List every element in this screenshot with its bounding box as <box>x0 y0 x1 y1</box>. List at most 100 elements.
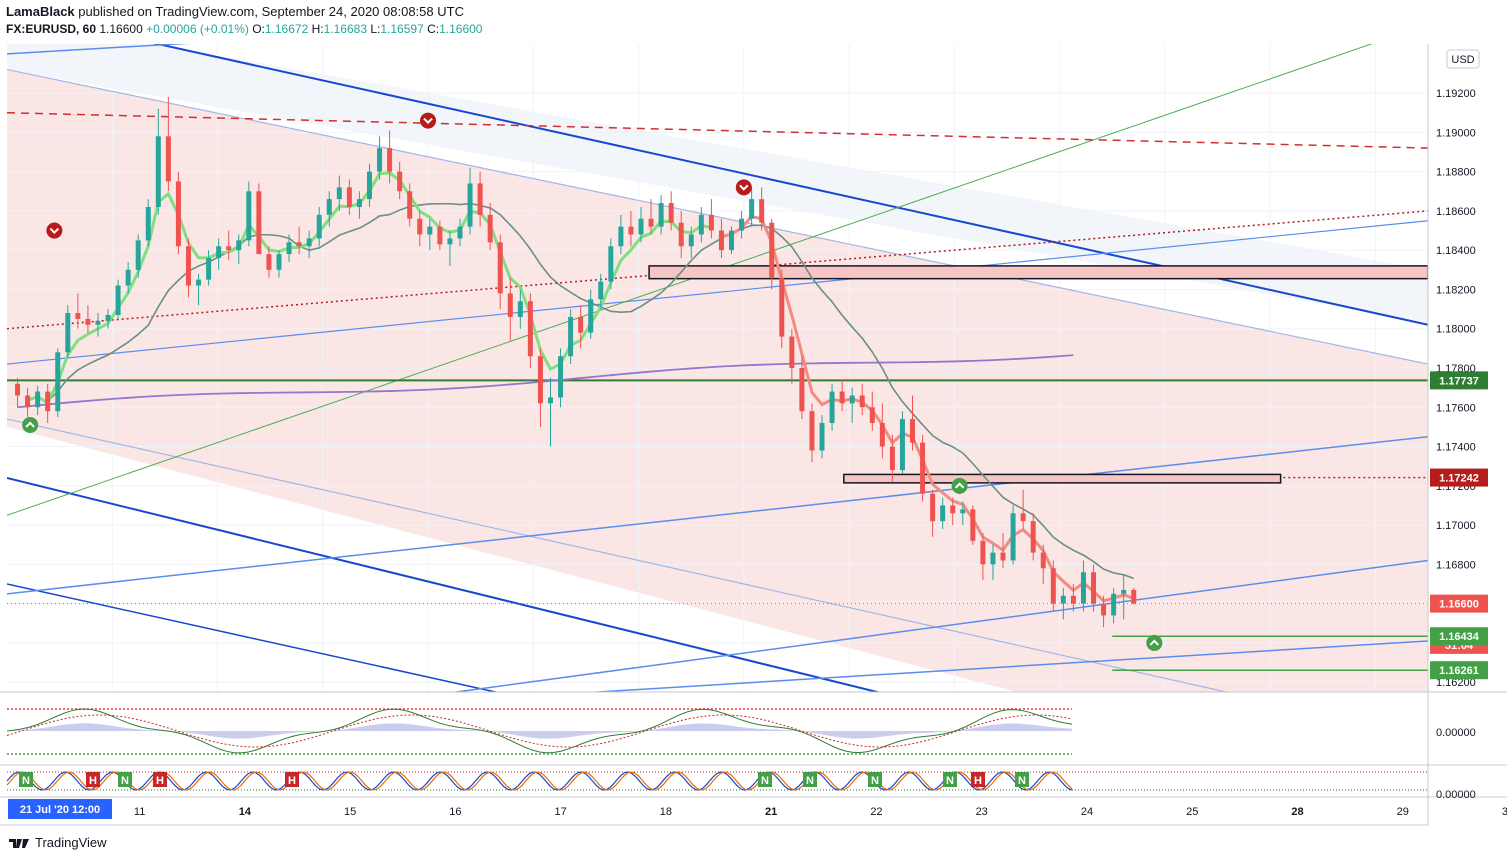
osc1-axis-label: 0.00000 <box>1436 727 1476 739</box>
time-tick-16: 16 <box>449 806 461 818</box>
price-tag-1 <box>1430 468 1488 487</box>
time-tick-22: 22 <box>870 806 882 818</box>
publish-info: LamaBlack published on TradingView.com, … <box>6 4 464 19</box>
low-label: L: <box>370 22 381 36</box>
candle-body-47 <box>487 214 493 243</box>
time-tick-17: 17 <box>555 806 567 818</box>
stoch-marker-4 <box>285 772 299 787</box>
stoch-marker-3 <box>153 772 167 787</box>
candle-body-58 <box>598 281 604 300</box>
price-tick-3: 1.18600 <box>1436 206 1476 218</box>
time-tick-24: 24 <box>1081 806 1093 818</box>
candle-body-69 <box>708 214 714 231</box>
price-tick-2: 1.18800 <box>1436 167 1476 179</box>
candle-body-21 <box>226 246 232 251</box>
candle-body-93 <box>950 505 956 514</box>
candle-body-32 <box>336 187 342 200</box>
last-price: 1.16600 <box>99 22 143 36</box>
tradingview-logo-icon <box>9 839 29 848</box>
candle-body-10 <box>115 285 121 315</box>
stoch-marker-10 <box>1015 772 1029 787</box>
candle-body-18 <box>196 279 202 286</box>
candle-body-98 <box>1000 552 1006 561</box>
stoch-marker-label-3: H <box>156 775 164 787</box>
candle-body-19 <box>206 258 212 280</box>
candle-body-111 <box>1131 589 1137 604</box>
pivot-arrow-0 <box>49 227 60 234</box>
time-tick-15: 15 <box>344 806 356 818</box>
candle-body-64 <box>658 203 664 227</box>
oscillator-pane-1 <box>6 708 1073 755</box>
candle-body-86 <box>879 422 885 447</box>
trend-line-lower <box>7 476 882 692</box>
stoch-marker-label-2: N <box>121 775 129 787</box>
candle-body-37 <box>387 148 393 172</box>
candle-body-26 <box>276 254 282 270</box>
time-tick-21: 21 <box>765 806 777 818</box>
supply-zone-upper <box>648 265 1428 280</box>
pivot-marker-up-3 <box>22 416 39 433</box>
stoch-marker-7 <box>868 772 882 787</box>
candle-body-56 <box>578 316 584 333</box>
pivot-marker-down-1 <box>420 112 437 129</box>
candle-body-107 <box>1091 572 1097 604</box>
channel-rising-mid <box>7 220 1428 365</box>
candle-body-54 <box>558 356 564 398</box>
price-tag-label-2: 1.16600 <box>1439 599 1479 611</box>
candle-body-22 <box>236 240 242 251</box>
candle-body-48 <box>497 242 503 294</box>
high-value: 1.16683 <box>323 22 367 36</box>
candle-body-57 <box>588 299 594 333</box>
candle-body-90 <box>920 442 926 494</box>
close-label: C: <box>427 22 440 36</box>
price-tick-4: 1.18400 <box>1436 245 1476 257</box>
candle-body-35 <box>366 171 372 200</box>
price-tick-15: 1.16200 <box>1436 677 1476 689</box>
pivot-marker-down-0 <box>46 222 63 239</box>
stoch-marker-label-8: N <box>946 775 954 787</box>
price-tag-0 <box>1430 371 1488 390</box>
candle-body-73 <box>749 199 755 219</box>
price-tag-label-4: 1.16434 <box>1439 631 1480 643</box>
candle-body-80 <box>819 422 825 451</box>
candle-body-7 <box>85 318 91 325</box>
candle-body-31 <box>326 199 332 215</box>
pivot-marker-down-2 <box>735 179 752 196</box>
currency-button[interactable] <box>1446 49 1480 69</box>
candle-body-70 <box>718 230 724 251</box>
candle-body-84 <box>859 395 865 408</box>
candle-body-41 <box>427 226 433 235</box>
candle-body-6 <box>75 313 81 319</box>
candle-body-109 <box>1111 593 1117 616</box>
candle-body-38 <box>397 171 403 192</box>
trend-line-lower-2 <box>7 583 499 692</box>
supply-zone-lower <box>843 473 1282 484</box>
candle-body-59 <box>608 246 614 282</box>
candle-body-83 <box>849 395 855 404</box>
stoch-marker-5 <box>758 772 772 787</box>
published-text: published on TradingView.com, September … <box>78 4 464 19</box>
candle-body-72 <box>739 218 745 231</box>
candle-body-95 <box>970 509 976 541</box>
symbol-info: FX:EURUSD, 60 1.16600 +0.00006 (+0.01%) … <box>6 22 482 36</box>
candle-body-24 <box>256 191 262 255</box>
stoch-marker-label-0: N <box>22 775 30 787</box>
candle-body-71 <box>729 230 735 251</box>
candle-body-65 <box>668 203 674 223</box>
osc1-signal-green <box>6 708 1073 754</box>
candle-body-15 <box>165 136 171 182</box>
candle-body-44 <box>457 226 463 239</box>
candle-body-1 <box>25 395 31 408</box>
stoch-marker-label-5: N <box>761 775 769 787</box>
time-tick-11: 11 <box>134 806 145 818</box>
low-value: 1.16597 <box>380 22 424 36</box>
candle-body-8 <box>95 320 101 325</box>
candle-body-9 <box>105 314 111 321</box>
crosshair-time-label: 21 Jul '20 12:00 <box>20 804 100 816</box>
channel-rising-low <box>450 559 1428 692</box>
stoch-marker-1 <box>86 772 100 787</box>
stoch-marker-label-10: N <box>1018 775 1026 787</box>
tradingview-footer: TradingView <box>8 835 107 850</box>
